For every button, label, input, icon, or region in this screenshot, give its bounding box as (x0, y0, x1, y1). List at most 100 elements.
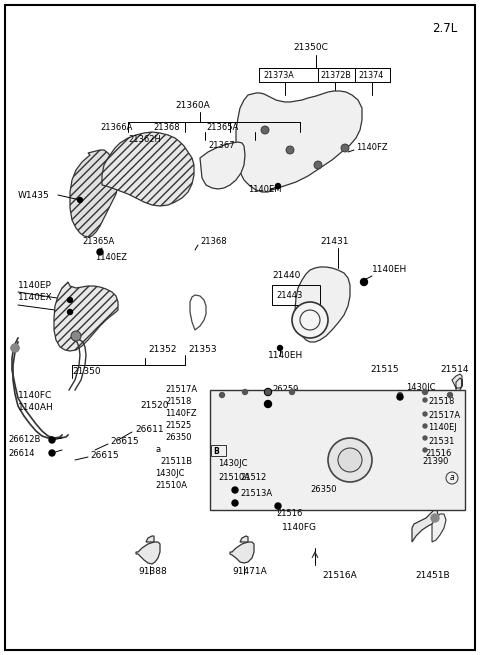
Text: 21431: 21431 (320, 238, 348, 246)
Circle shape (314, 161, 322, 169)
Circle shape (49, 437, 55, 443)
Text: 21514: 21514 (440, 365, 468, 375)
Text: 21517A: 21517A (165, 386, 197, 394)
Text: 21443: 21443 (276, 291, 302, 301)
Circle shape (232, 487, 238, 493)
Text: a: a (155, 445, 160, 455)
Text: 1140FC: 1140FC (18, 390, 52, 400)
Text: 1140EH: 1140EH (268, 350, 303, 360)
Circle shape (242, 390, 248, 394)
Polygon shape (54, 282, 118, 351)
Text: 26611: 26611 (135, 426, 164, 434)
Text: 21390: 21390 (422, 457, 448, 466)
Text: 21353: 21353 (188, 345, 216, 354)
Text: 1140EZ: 1140EZ (95, 253, 127, 263)
Text: 21365A: 21365A (82, 238, 114, 246)
Text: 1140EH: 1140EH (372, 265, 407, 274)
Text: 21362H: 21362H (128, 136, 161, 145)
Circle shape (423, 424, 427, 428)
Circle shape (232, 500, 238, 506)
Circle shape (338, 448, 362, 472)
Text: 21365A: 21365A (206, 124, 238, 132)
Circle shape (289, 390, 295, 394)
Circle shape (397, 392, 403, 398)
Polygon shape (240, 536, 248, 542)
Circle shape (423, 412, 427, 416)
Text: 26615: 26615 (90, 451, 119, 460)
Text: 1140FZ: 1140FZ (165, 409, 197, 419)
Text: 26612B: 26612B (8, 436, 40, 445)
Circle shape (292, 302, 328, 338)
Bar (272, 285, 320, 305)
Text: 21516: 21516 (425, 449, 451, 457)
Circle shape (422, 390, 428, 394)
Text: 1430JC: 1430JC (218, 460, 248, 468)
Circle shape (264, 388, 272, 396)
Text: 1140AH: 1140AH (18, 403, 54, 413)
Text: 21374: 21374 (358, 71, 383, 81)
Text: 26615: 26615 (110, 438, 139, 447)
Text: 1140EM: 1140EM (248, 185, 281, 195)
Text: 1140EJ: 1140EJ (428, 424, 457, 432)
Text: 21510A: 21510A (218, 472, 250, 481)
Circle shape (265, 390, 271, 394)
Text: 1140FG: 1140FG (282, 523, 317, 533)
Text: 1123GV: 1123GV (272, 409, 305, 419)
Text: 21517A: 21517A (428, 411, 460, 419)
Text: 21516: 21516 (276, 510, 302, 519)
Text: 2.7L: 2.7L (432, 22, 457, 35)
Text: 1140FZ: 1140FZ (356, 143, 388, 153)
Circle shape (219, 392, 225, 398)
Polygon shape (136, 542, 160, 564)
Circle shape (275, 503, 281, 509)
Circle shape (360, 278, 368, 286)
Bar (211, 445, 226, 456)
Text: 21368: 21368 (153, 124, 180, 132)
Polygon shape (230, 542, 254, 563)
Text: 21516A: 21516A (322, 571, 357, 580)
Text: 91388: 91388 (138, 567, 167, 576)
Text: 26614: 26614 (8, 449, 35, 457)
Text: 21520: 21520 (140, 400, 168, 409)
Circle shape (341, 144, 349, 152)
Circle shape (328, 438, 372, 482)
Circle shape (423, 436, 427, 440)
Circle shape (423, 448, 427, 452)
Text: 21372B: 21372B (320, 71, 351, 81)
Text: 1140EP: 1140EP (18, 280, 52, 290)
Circle shape (286, 146, 294, 154)
Text: 26350: 26350 (165, 434, 192, 443)
Text: 21515: 21515 (370, 365, 398, 375)
Polygon shape (200, 142, 245, 189)
Circle shape (276, 183, 280, 189)
Polygon shape (412, 510, 438, 542)
Polygon shape (452, 374, 462, 392)
Circle shape (277, 345, 283, 350)
Circle shape (397, 394, 403, 400)
Circle shape (49, 450, 55, 456)
Text: 26259: 26259 (272, 386, 299, 394)
Polygon shape (236, 91, 362, 192)
Circle shape (261, 126, 269, 134)
Text: 21368: 21368 (200, 238, 227, 246)
Polygon shape (102, 132, 194, 206)
Text: 21350C: 21350C (293, 43, 328, 52)
Text: 21512: 21512 (240, 474, 266, 483)
Circle shape (77, 198, 83, 202)
Circle shape (68, 297, 72, 303)
Text: 26250: 26250 (272, 398, 299, 407)
Text: 1430JC: 1430JC (155, 470, 184, 479)
Text: 21440: 21440 (272, 271, 300, 280)
Bar (210, 390, 465, 510)
Text: 1430JC: 1430JC (406, 383, 435, 392)
Text: 21360A: 21360A (175, 100, 210, 109)
Circle shape (71, 331, 81, 341)
Text: W1435: W1435 (18, 191, 50, 200)
Circle shape (11, 344, 19, 352)
Text: 21352: 21352 (148, 345, 177, 354)
Polygon shape (432, 514, 446, 542)
Polygon shape (295, 267, 350, 342)
Circle shape (300, 310, 320, 330)
Text: B: B (213, 447, 219, 455)
Circle shape (447, 392, 453, 398)
